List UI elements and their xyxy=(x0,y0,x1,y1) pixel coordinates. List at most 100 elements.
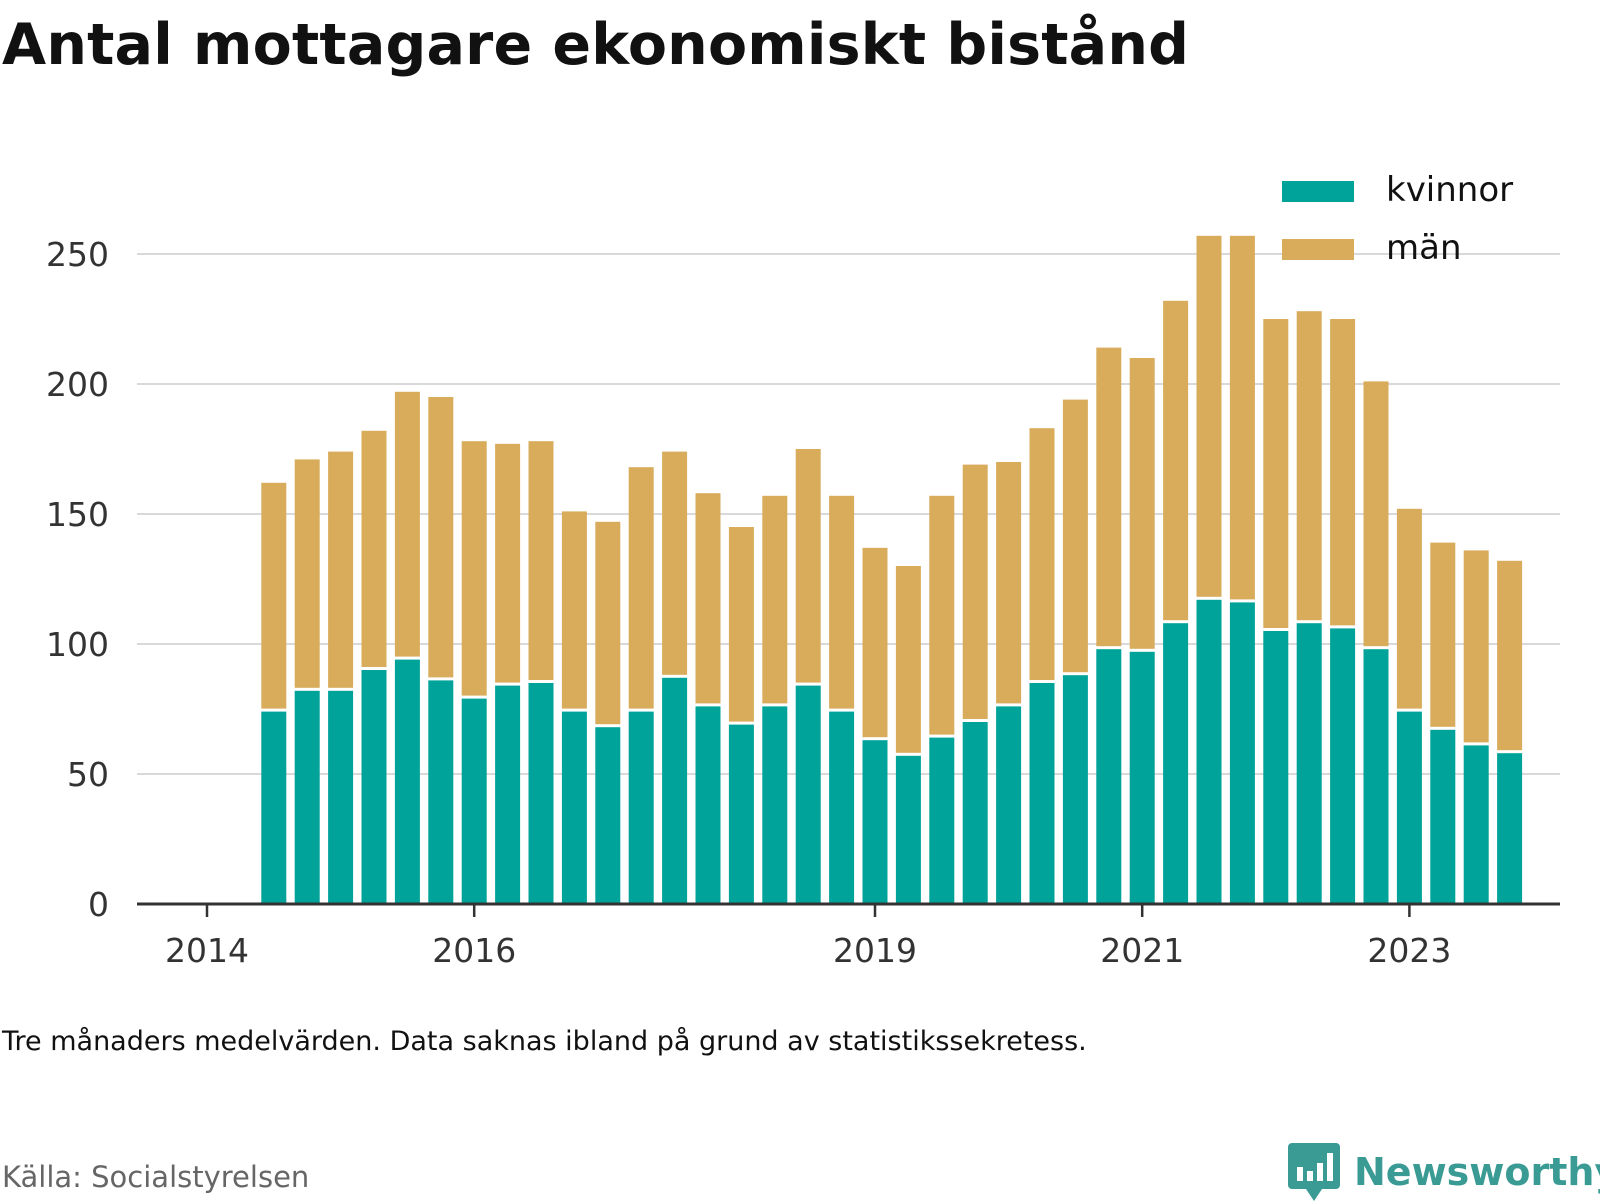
x-tick-label: 2016 xyxy=(432,931,516,970)
bar-kvinnor xyxy=(829,711,855,904)
bar-kvinnor xyxy=(1263,631,1289,904)
bar-kvinnor xyxy=(762,706,788,904)
bar-man xyxy=(1062,399,1088,673)
y-tick-label: 150 xyxy=(46,495,109,534)
newsworthy-brand[interactable]: Newsworthy xyxy=(1288,1143,1600,1201)
newsworthy-logo-icon xyxy=(1288,1143,1340,1201)
bar-man xyxy=(862,547,888,738)
bar-kvinnor xyxy=(361,670,387,904)
bar-kvinnor xyxy=(528,683,554,904)
stacked-bar-chart: 0 50 100 150 200 250 2014 2016 2019 2021 2023 kvin… xyxy=(46,170,1560,970)
legend-label: män xyxy=(1386,228,1462,268)
bar-kvinnor xyxy=(1163,623,1189,904)
legend-label: kvinnor xyxy=(1386,170,1513,210)
bar-kvinnor xyxy=(1029,683,1055,904)
bar-kvinnor xyxy=(929,737,955,904)
bar-man xyxy=(361,430,387,667)
bar-kvinnor xyxy=(728,724,754,904)
legend-swatch xyxy=(1282,239,1354,260)
bar-kvinnor xyxy=(1096,649,1122,904)
y-tick-label: 50 xyxy=(67,755,109,794)
y-tick-label: 200 xyxy=(46,365,109,404)
bar-kvinnor xyxy=(695,706,721,904)
bar-kvinnor xyxy=(628,711,654,904)
bar-kvinnor xyxy=(662,677,688,904)
bar-kvinnor xyxy=(1229,602,1255,904)
bar-man xyxy=(328,451,354,688)
bar-man xyxy=(1129,358,1155,649)
bar-kvinnor xyxy=(962,722,988,904)
bar-kvinnor xyxy=(862,740,888,904)
bar-man xyxy=(929,495,955,735)
bar-man xyxy=(996,462,1022,704)
axes: 0 50 100 150 200 250 2014 2016 2019 2021 2023 xyxy=(46,235,1560,970)
bar-kvinnor xyxy=(895,755,921,904)
bar-man xyxy=(1497,560,1523,751)
bar-kvinnor xyxy=(795,685,821,904)
bar-man xyxy=(294,459,320,688)
bar-kvinnor xyxy=(394,659,420,904)
bar-man xyxy=(528,441,554,680)
bar-man xyxy=(394,391,420,657)
bar-man xyxy=(1096,347,1122,647)
y-tick-label: 250 xyxy=(46,235,109,274)
bar-man xyxy=(1430,542,1456,727)
bar-kvinnor xyxy=(294,690,320,904)
bar-kvinnor xyxy=(428,680,454,904)
x-tick-label: 2019 xyxy=(833,931,917,970)
bar-man xyxy=(428,397,454,678)
bar-man xyxy=(1363,381,1389,647)
bar-man xyxy=(728,527,754,722)
bar-kvinnor xyxy=(1396,711,1422,904)
brand-name: Newsworthy xyxy=(1354,1150,1600,1194)
bar-kvinnor xyxy=(595,727,621,904)
bar-kvinnor xyxy=(495,685,521,904)
bar-kvinnor xyxy=(561,711,587,904)
bar-kvinnor xyxy=(1363,649,1389,904)
bar-man xyxy=(495,443,521,683)
chart-note: Tre månaders medelvärden. Data saknas ib… xyxy=(2,1026,1087,1057)
bar-kvinnor xyxy=(1129,651,1155,904)
bar-man xyxy=(1029,428,1055,680)
x-tick-label: 2014 xyxy=(165,931,249,970)
bar-man xyxy=(628,467,654,709)
bar-man xyxy=(962,464,988,719)
bar-man xyxy=(1396,508,1422,709)
bar-man xyxy=(261,482,287,709)
legend-swatch xyxy=(1282,181,1354,202)
bar-man xyxy=(795,449,821,683)
bar-kvinnor xyxy=(1463,745,1489,904)
bar-man xyxy=(1463,550,1489,743)
bar-man xyxy=(561,511,587,709)
bar-kvinnor xyxy=(1062,675,1088,904)
legend: kvinnor män xyxy=(1282,170,1513,268)
bar-kvinnor xyxy=(1196,599,1222,904)
x-tick-label: 2021 xyxy=(1100,931,1184,970)
source-label: Källa: Socialstyrelsen xyxy=(2,1160,310,1194)
bar-man xyxy=(461,441,487,696)
bar-man xyxy=(1296,311,1322,621)
bar-kvinnor xyxy=(996,706,1022,904)
bar-man xyxy=(1196,235,1222,597)
bar-man xyxy=(1330,319,1356,626)
bar-man xyxy=(829,495,855,709)
bar-kvinnor xyxy=(1497,753,1523,904)
bar-kvinnor xyxy=(461,698,487,904)
bar-kvinnor xyxy=(1430,729,1456,904)
bar-kvinnor xyxy=(328,690,354,904)
bar-man xyxy=(662,451,688,675)
bars xyxy=(261,235,1523,904)
bar-man xyxy=(1263,319,1289,628)
y-tick-label: 100 xyxy=(46,625,109,664)
y-tick-label: 0 xyxy=(88,885,109,924)
bar-man xyxy=(695,493,721,704)
x-tick-label: 2023 xyxy=(1367,931,1451,970)
bar-man xyxy=(762,495,788,704)
bar-man xyxy=(1229,235,1255,600)
bar-man xyxy=(1163,300,1189,621)
bar-kvinnor xyxy=(261,711,287,904)
chart-title: Antal mottagare ekonomiskt bistånd xyxy=(2,12,1190,78)
bar-kvinnor xyxy=(1330,628,1356,904)
bar-man xyxy=(595,521,621,725)
bar-kvinnor xyxy=(1296,623,1322,904)
